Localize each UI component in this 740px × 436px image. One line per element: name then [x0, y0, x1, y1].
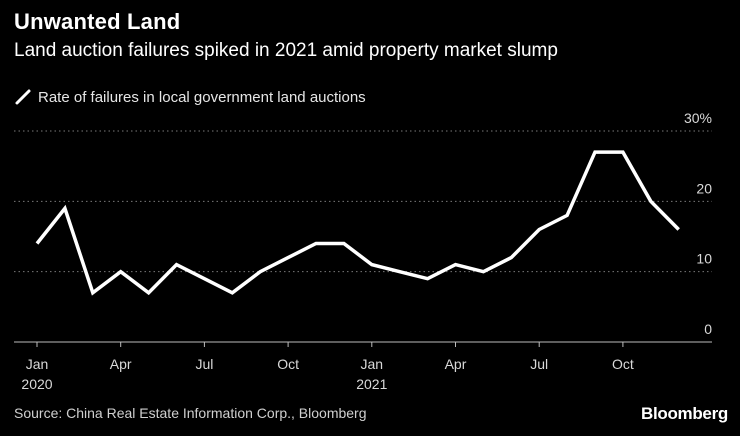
y-tick-label: 30% [684, 110, 712, 126]
y-tick-label: 20 [696, 180, 712, 196]
source-note: Source: China Real Estate Information Co… [14, 405, 367, 421]
x-tick-year-label: 2021 [356, 376, 387, 392]
legend: Rate of failures in local government lan… [14, 87, 366, 107]
x-tick-label: Jul [530, 356, 548, 372]
y-tick-label: 0 [704, 321, 712, 337]
x-tick-label: Oct [612, 356, 634, 372]
y-tick-label: 10 [696, 251, 712, 267]
legend-label: Rate of failures in local government lan… [38, 88, 366, 106]
chart-title: Unwanted Land [14, 9, 181, 34]
x-tick-label: Jul [195, 356, 213, 372]
x-tick-label: Oct [277, 356, 299, 372]
x-tick-label: Jan [361, 356, 384, 372]
chart-subtitle: Land auction failures spiked in 2021 ami… [14, 40, 558, 61]
legend-line-icon [14, 88, 32, 106]
x-tick-label: Jan [26, 356, 49, 372]
series-line [35, 150, 680, 296]
bloomberg-logo: Bloomberg [640, 404, 728, 423]
x-tick-year-label: 2020 [21, 376, 52, 392]
x-tick-label: Apr [445, 356, 467, 372]
x-tick-label: Apr [110, 356, 132, 372]
